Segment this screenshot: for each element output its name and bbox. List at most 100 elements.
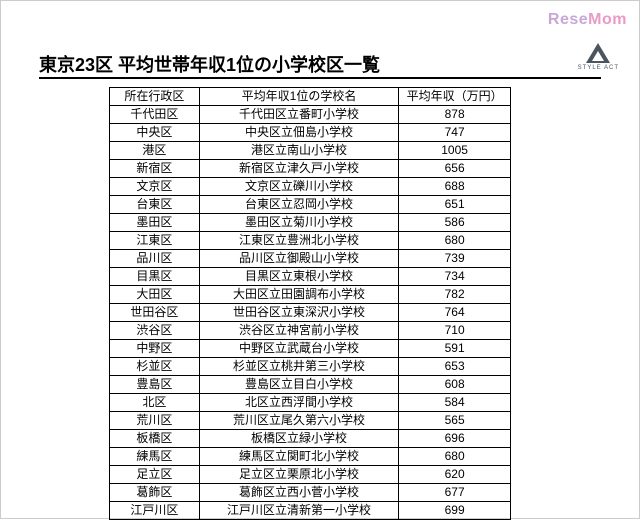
table-row: 目黒区目黒区立東根小学校734	[110, 268, 511, 286]
cell-ward: 北区	[110, 394, 200, 412]
cell-school: 江東区立豊洲北小学校	[199, 232, 398, 250]
table-row: 世田谷区世田谷区立東深沢小学校764	[110, 304, 511, 322]
cell-income: 565	[399, 412, 511, 430]
cell-ward: 港区	[110, 142, 200, 160]
cell-ward: 渋谷区	[110, 322, 200, 340]
cell-income: 747	[399, 124, 511, 142]
cell-school: 大田区立田園調布小学校	[199, 286, 398, 304]
cell-ward: 文京区	[110, 178, 200, 196]
cell-ward: 墨田区	[110, 214, 200, 232]
table-row: 文京区文京区立礫川小学校688	[110, 178, 511, 196]
cell-ward: 江東区	[110, 232, 200, 250]
cell-income: 680	[399, 232, 511, 250]
cell-school: 品川区立御殿山小学校	[199, 250, 398, 268]
table-row: 豊島区豊島区立目白小学校608	[110, 376, 511, 394]
cell-income: 608	[399, 376, 511, 394]
table-row: 荒川区荒川区立尾久第六小学校565	[110, 412, 511, 430]
cell-school: 墨田区立菊川小学校	[199, 214, 398, 232]
cell-income: 739	[399, 250, 511, 268]
table-row: 江東区江東区立豊洲北小学校680	[110, 232, 511, 250]
cell-income: 710	[399, 322, 511, 340]
cell-income: 677	[399, 484, 511, 502]
table-row: 中央区中央区立佃島小学校747	[110, 124, 511, 142]
cell-school: 世田谷区立東深沢小学校	[199, 304, 398, 322]
cell-income: 782	[399, 286, 511, 304]
cell-ward: 中央区	[110, 124, 200, 142]
cell-ward: 練馬区	[110, 448, 200, 466]
header-school: 平均年収1位の学校名	[199, 88, 398, 106]
cell-income: 620	[399, 466, 511, 484]
watermark-logo: ReseMom	[548, 11, 627, 29]
cell-ward: 足立区	[110, 466, 200, 484]
cell-school: 足立区立栗原北小学校	[199, 466, 398, 484]
cell-school: 目黒区立東根小学校	[199, 268, 398, 286]
cell-ward: 千代田区	[110, 106, 200, 124]
cell-school: 港区立南山小学校	[199, 142, 398, 160]
brand-text: STYLE ACT	[578, 65, 619, 71]
table-row: 品川区品川区立御殿山小学校739	[110, 250, 511, 268]
table-header-row: 所在行政区 平均年収1位の学校名 平均年収（万円）	[110, 88, 511, 106]
header-income: 平均年収（万円）	[399, 88, 511, 106]
table-row: 新宿区新宿区立津久戸小学校656	[110, 160, 511, 178]
cell-income: 586	[399, 214, 511, 232]
cell-school: 練馬区立関町北小学校	[199, 448, 398, 466]
cell-ward: 板橋区	[110, 430, 200, 448]
page-title: 東京23区 平均世帯年収1位の小学校区一覧	[39, 51, 380, 77]
table-row: 練馬区練馬区立関町北小学校680	[110, 448, 511, 466]
cell-school: 千代田区立番町小学校	[199, 106, 398, 124]
table-row: 中野区中野区立武蔵台小学校591	[110, 340, 511, 358]
cell-school: 葛飾区立西小菅小学校	[199, 484, 398, 502]
table-row: 墨田区墨田区立菊川小学校586	[110, 214, 511, 232]
cell-school: 荒川区立尾久第六小学校	[199, 412, 398, 430]
cell-school: 江戸川区立清新第一小学校	[199, 502, 398, 520]
table-body: 千代田区千代田区立番町小学校878中央区中央区立佃島小学校747港区港区立南山小…	[110, 106, 511, 520]
table-row: 足立区足立区立栗原北小学校620	[110, 466, 511, 484]
cell-income: 653	[399, 358, 511, 376]
table-row: 杉並区杉並区立桃井第三小学校653	[110, 358, 511, 376]
cell-school: 北区立西浮間小学校	[199, 394, 398, 412]
cell-income: 651	[399, 196, 511, 214]
cell-ward: 荒川区	[110, 412, 200, 430]
cell-income: 1005	[399, 142, 511, 160]
table-row: 大田区大田区立田園調布小学校782	[110, 286, 511, 304]
cell-income: 764	[399, 304, 511, 322]
header-ward: 所在行政区	[110, 88, 200, 106]
cell-income: 878	[399, 106, 511, 124]
income-table: 所在行政区 平均年収1位の学校名 平均年収（万円） 千代田区千代田区立番町小学校…	[109, 87, 511, 520]
cell-school: 中央区立佃島小学校	[199, 124, 398, 142]
cell-income: 680	[399, 448, 511, 466]
watermark-part2: Mom	[588, 11, 627, 28]
cell-ward: 品川区	[110, 250, 200, 268]
table-row: 千代田区千代田区立番町小学校878	[110, 106, 511, 124]
cell-school: 中野区立武蔵台小学校	[199, 340, 398, 358]
table-row: 江戸川区江戸川区立清新第一小学校699	[110, 502, 511, 520]
brand-logo: STYLE ACT	[578, 43, 619, 71]
table-row: 葛飾区葛飾区立西小菅小学校677	[110, 484, 511, 502]
watermark-part1: Rese	[548, 11, 588, 28]
cell-school: 杉並区立桃井第三小学校	[199, 358, 398, 376]
cell-school: 文京区立礫川小学校	[199, 178, 398, 196]
cell-ward: 目黒区	[110, 268, 200, 286]
cell-school: 台東区立忍岡小学校	[199, 196, 398, 214]
table-row: 北区北区立西浮間小学校584	[110, 394, 511, 412]
cell-school: 渋谷区立神宮前小学校	[199, 322, 398, 340]
cell-income: 734	[399, 268, 511, 286]
table-row: 渋谷区渋谷区立神宮前小学校710	[110, 322, 511, 340]
cell-income: 688	[399, 178, 511, 196]
cell-income: 696	[399, 430, 511, 448]
cell-school: 新宿区立津久戸小学校	[199, 160, 398, 178]
cell-ward: 豊島区	[110, 376, 200, 394]
cell-ward: 台東区	[110, 196, 200, 214]
cell-ward: 葛飾区	[110, 484, 200, 502]
cell-income: 656	[399, 160, 511, 178]
cell-ward: 大田区	[110, 286, 200, 304]
cell-income: 584	[399, 394, 511, 412]
table-row: 港区港区立南山小学校1005	[110, 142, 511, 160]
cell-ward: 杉並区	[110, 358, 200, 376]
cell-ward: 新宿区	[110, 160, 200, 178]
table-row: 台東区台東区立忍岡小学校651	[110, 196, 511, 214]
cell-income: 699	[399, 502, 511, 520]
cell-school: 板橋区立緑小学校	[199, 430, 398, 448]
triangle-icon	[586, 43, 610, 63]
table-row: 板橋区板橋区立緑小学校696	[110, 430, 511, 448]
